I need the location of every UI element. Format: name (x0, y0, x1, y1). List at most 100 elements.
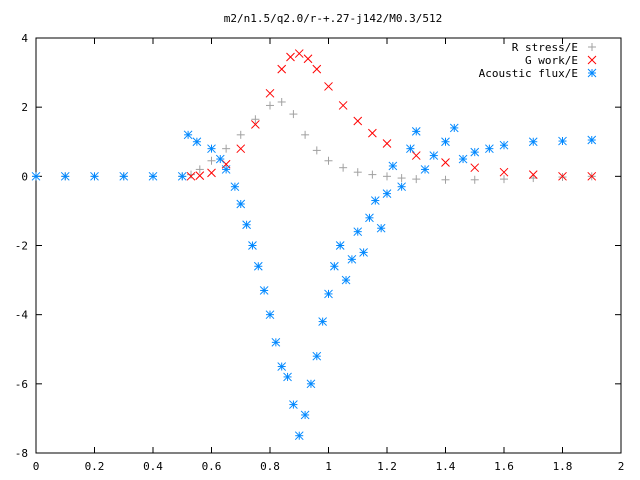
data-point (558, 171, 567, 181)
data-point (341, 275, 351, 285)
data-point (259, 286, 269, 295)
data-point (283, 372, 292, 382)
data-point (277, 64, 287, 74)
data-point (31, 171, 41, 181)
data-point (470, 147, 480, 157)
data-point (294, 431, 304, 441)
x-tick-label: 2 (618, 460, 625, 473)
data-point (335, 241, 345, 250)
data-point (286, 52, 295, 62)
data-point (236, 199, 246, 209)
data-point (353, 116, 363, 126)
data-point (449, 123, 459, 133)
data-point (470, 163, 480, 173)
data-point (359, 248, 368, 257)
data-point (499, 167, 509, 177)
data-point (397, 174, 406, 183)
data-point (382, 189, 392, 198)
data-point (500, 175, 508, 184)
data-point (485, 144, 494, 154)
data-point (236, 130, 245, 139)
legend-marker (588, 43, 596, 51)
data-point (119, 171, 129, 181)
data-point (312, 351, 322, 361)
x-tick-label: 0 (33, 460, 40, 473)
data-point (289, 110, 298, 119)
data-point (587, 135, 597, 145)
data-point (382, 139, 392, 148)
data-point (441, 175, 450, 184)
data-point (195, 171, 205, 180)
data-point (353, 168, 362, 177)
data-point (339, 163, 348, 172)
x-tick-label: 1.2 (377, 460, 397, 473)
data-point (148, 171, 158, 181)
data-point (499, 140, 509, 150)
data-point (429, 151, 439, 160)
data-point (528, 170, 538, 179)
data-point (207, 144, 216, 154)
legend-label: Acoustic flux/E (479, 67, 578, 80)
data-point (376, 223, 386, 233)
y-tick-label: -2 (15, 240, 28, 253)
y-tick-label: 4 (21, 32, 28, 45)
data-point (324, 289, 333, 299)
data-point (370, 196, 380, 205)
data-point (215, 154, 225, 164)
plot-frame (35, 37, 622, 454)
data-point (347, 254, 357, 264)
data-point (318, 317, 328, 326)
data-point (236, 144, 246, 154)
data-point (528, 137, 538, 147)
data-point (338, 101, 348, 110)
data-point (251, 120, 260, 129)
data-point (406, 144, 415, 154)
data-point (306, 379, 316, 389)
data-point (195, 165, 204, 174)
data-point (277, 97, 286, 106)
data-point (183, 130, 193, 140)
data-point (558, 136, 567, 146)
series-group (31, 49, 597, 441)
data-point (207, 156, 216, 165)
data-point (222, 144, 231, 153)
x-tick-label: 1.4 (436, 460, 456, 473)
axis-ticks: 0 0.2 0.4 0.6 0.8 1 1.2 1.4 1.6 1.8 2 4 2 0 -2 -4 -6 -8 (15, 32, 625, 473)
data-point (207, 168, 216, 178)
data-point (458, 154, 468, 164)
data-point (266, 101, 274, 110)
data-point (368, 128, 377, 138)
data-point (303, 54, 313, 64)
data-point (294, 49, 304, 58)
data-point (353, 227, 363, 237)
data-point (192, 137, 202, 147)
data-point (187, 170, 196, 179)
data-point (312, 146, 321, 155)
chart-title: m2/n1.5/q2.0/r-+.27-j142/M0.3/512 (224, 12, 443, 25)
data-point (411, 151, 421, 160)
x-tick-label: 0.6 (202, 460, 222, 473)
data-point (312, 64, 322, 74)
data-point (420, 165, 430, 174)
data-point (388, 161, 398, 171)
data-point (441, 158, 450, 167)
x-tick-label: 1 (325, 460, 332, 473)
data-point (221, 165, 231, 174)
y-tick-label: -4 (15, 309, 29, 322)
data-point (60, 171, 70, 181)
data-point (186, 171, 196, 181)
data-point (301, 130, 310, 139)
series-acoustic-flux-e (31, 123, 597, 441)
data-point (365, 213, 374, 223)
data-point (383, 172, 391, 181)
y-tick-label: 0 (21, 170, 28, 183)
data-point (265, 310, 275, 320)
data-point (324, 82, 333, 91)
data-point (300, 410, 310, 420)
data-point (324, 156, 333, 165)
data-point (397, 182, 406, 192)
legend-marker (587, 68, 597, 78)
data-point (271, 337, 281, 347)
